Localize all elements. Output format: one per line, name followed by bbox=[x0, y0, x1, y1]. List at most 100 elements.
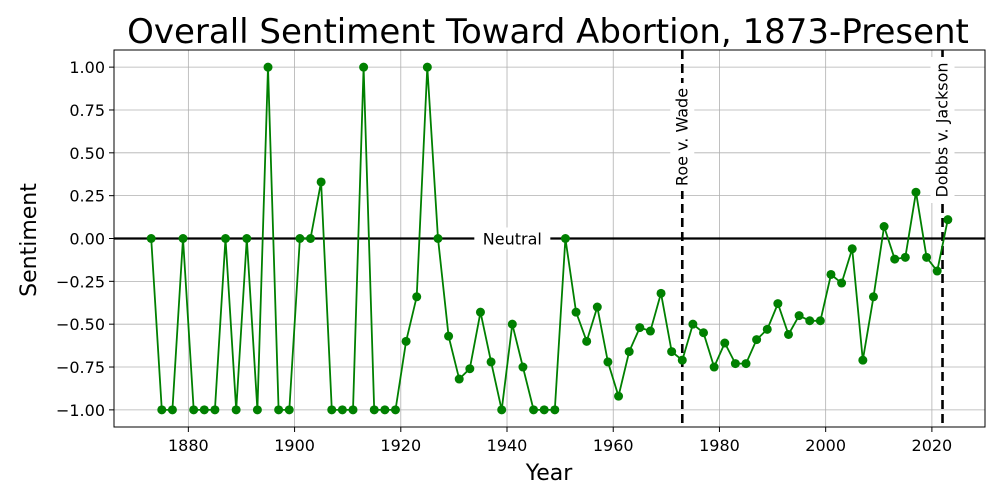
data-point bbox=[943, 215, 953, 225]
neutral-label: Neutral bbox=[483, 230, 542, 249]
event-label: Dobbs v. Jackson bbox=[933, 62, 952, 197]
data-point bbox=[826, 269, 836, 279]
data-point bbox=[709, 362, 719, 372]
y-tick-label: −0.75 bbox=[56, 358, 105, 377]
data-point bbox=[390, 405, 400, 415]
data-point bbox=[539, 405, 549, 415]
y-tick-label: 0.25 bbox=[69, 187, 105, 206]
data-point bbox=[911, 187, 921, 197]
data-point bbox=[645, 326, 655, 336]
data-point bbox=[868, 292, 878, 302]
data-point bbox=[348, 405, 358, 415]
data-point bbox=[316, 177, 326, 187]
data-point bbox=[401, 336, 411, 346]
data-point bbox=[295, 234, 305, 243]
reference-lines: Neutral Roe v. Wade Dobbs v. Jackson bbox=[114, 50, 985, 427]
data-point bbox=[518, 362, 528, 372]
x-tick-label: 1900 bbox=[274, 436, 315, 455]
data-point bbox=[465, 364, 475, 374]
data-point bbox=[444, 331, 454, 341]
data-point bbox=[741, 359, 751, 369]
data-point bbox=[560, 234, 570, 243]
data-point bbox=[252, 405, 262, 415]
data-point bbox=[369, 405, 379, 415]
data-point bbox=[624, 347, 634, 357]
event-label-background bbox=[930, 57, 955, 203]
x-tick-label: 1960 bbox=[593, 436, 634, 455]
data-point bbox=[773, 299, 783, 309]
y-tick-label: 1.00 bbox=[69, 58, 105, 77]
chart-title: Overall Sentiment Toward Abortion, 1873-… bbox=[127, 12, 969, 52]
data-point bbox=[337, 405, 347, 415]
data-point bbox=[879, 222, 889, 232]
y-tick-label: −0.50 bbox=[56, 315, 105, 334]
data-point bbox=[592, 302, 602, 312]
x-tick-label: 2000 bbox=[805, 436, 846, 455]
x-tick-label: 1880 bbox=[168, 436, 209, 455]
data-point bbox=[242, 234, 252, 243]
data-point bbox=[263, 62, 273, 72]
y-tick-label: 0.75 bbox=[69, 101, 105, 120]
y-tick-label: −1.00 bbox=[56, 401, 105, 420]
data-point bbox=[412, 292, 422, 302]
data-point bbox=[529, 405, 539, 415]
data-point bbox=[475, 307, 485, 317]
y-tick-label: 0.00 bbox=[69, 230, 105, 249]
data-point bbox=[614, 391, 624, 401]
data-point bbox=[699, 328, 709, 338]
data-point bbox=[656, 288, 666, 298]
data-point bbox=[752, 335, 762, 345]
series-line bbox=[150, 67, 949, 411]
data-point bbox=[762, 324, 772, 334]
event-label-background bbox=[670, 83, 695, 191]
event-label: Roe v. Wade bbox=[672, 88, 691, 186]
data-point bbox=[805, 316, 815, 326]
x-tick-label: 1980 bbox=[699, 436, 740, 455]
data-point bbox=[507, 319, 517, 329]
data-point bbox=[571, 307, 581, 317]
data-point bbox=[815, 316, 825, 326]
data-point bbox=[167, 405, 177, 415]
data-point bbox=[730, 359, 740, 369]
data-point bbox=[922, 252, 932, 262]
data-point bbox=[603, 357, 613, 367]
data-point bbox=[433, 234, 443, 243]
data-point bbox=[157, 405, 167, 415]
x-axis-label: Year bbox=[525, 461, 574, 486]
data-point bbox=[422, 62, 432, 72]
data-point bbox=[486, 357, 496, 367]
data-point bbox=[199, 405, 209, 415]
data-point bbox=[688, 319, 698, 329]
data-series bbox=[146, 62, 953, 415]
data-point bbox=[783, 329, 793, 339]
data-point bbox=[837, 278, 847, 288]
data-point bbox=[189, 405, 199, 415]
data-point bbox=[667, 347, 677, 357]
data-point bbox=[635, 323, 645, 333]
data-point bbox=[359, 62, 369, 72]
axis-ticks: 1880 1900 1920 1940 1960 1980 2000 2020 1.00 0.75… bbox=[56, 58, 952, 455]
y-tick-label: −0.25 bbox=[56, 272, 105, 291]
data-point bbox=[900, 252, 910, 262]
data-point bbox=[847, 244, 857, 254]
data-point bbox=[221, 234, 231, 243]
x-tick-label: 2020 bbox=[912, 436, 953, 455]
data-point bbox=[582, 336, 592, 346]
data-point bbox=[146, 234, 156, 243]
data-point bbox=[380, 405, 390, 415]
data-point bbox=[497, 405, 507, 415]
data-point bbox=[890, 254, 900, 264]
data-point bbox=[858, 355, 868, 365]
data-point bbox=[327, 405, 337, 415]
neutral-label-background bbox=[474, 227, 551, 250]
data-point bbox=[284, 405, 294, 415]
x-tick-label: 1940 bbox=[487, 436, 528, 455]
data-point bbox=[720, 338, 730, 348]
y-tick-label: 0.50 bbox=[69, 144, 105, 163]
y-axis-label: Sentiment bbox=[17, 183, 42, 297]
data-point bbox=[210, 405, 220, 415]
data-point bbox=[677, 355, 687, 365]
data-point bbox=[231, 405, 241, 415]
data-point bbox=[306, 234, 316, 243]
